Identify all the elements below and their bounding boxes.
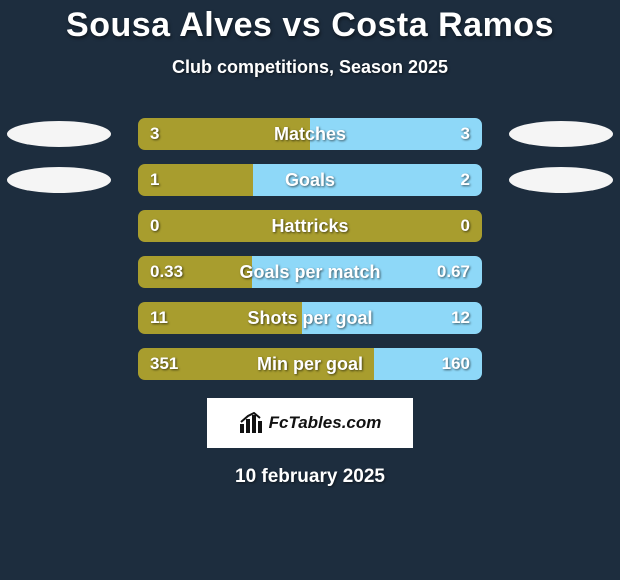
- team-badge-right: [509, 167, 613, 193]
- stat-value-right: 0.67: [437, 256, 470, 288]
- stat-value-left: 0: [150, 210, 159, 242]
- page-title: Sousa Alves vs Costa Ramos: [0, 6, 620, 45]
- stat-bar-right: [310, 118, 482, 150]
- stat-row: Goals per match0.330.67: [0, 256, 620, 288]
- stat-value-left: 1: [150, 164, 159, 196]
- team-badge-right: [509, 121, 613, 147]
- brand-text: FcTables.com: [269, 413, 382, 433]
- stat-row: Matches33: [0, 118, 620, 150]
- stat-value-right: 12: [451, 302, 470, 334]
- stat-row: Min per goal351160: [0, 348, 620, 380]
- stat-bar-left: [138, 210, 482, 242]
- team-badge-left: [7, 167, 111, 193]
- stat-value-left: 3: [150, 118, 159, 150]
- stat-value-right: 0: [461, 210, 470, 242]
- stat-bar-right: [253, 164, 482, 196]
- team-badge-left: [7, 121, 111, 147]
- title-player1: Sousa Alves: [66, 6, 272, 44]
- stat-row: Hattricks00: [0, 210, 620, 242]
- stat-value-left: 0.33: [150, 256, 183, 288]
- title-player2: Costa Ramos: [331, 6, 554, 44]
- chart-icon: [239, 412, 263, 434]
- subtitle: Club competitions, Season 2025: [0, 57, 620, 78]
- title-vs: vs: [282, 6, 321, 44]
- footer-date: 10 february 2025: [0, 466, 620, 488]
- stat-bar: Matches33: [138, 118, 482, 150]
- stat-value-left: 11: [150, 302, 168, 334]
- stat-bar: Goals12: [138, 164, 482, 196]
- stat-row: Shots per goal1112: [0, 302, 620, 334]
- stat-bar: Min per goal351160: [138, 348, 482, 380]
- stat-bar: Hattricks00: [138, 210, 482, 242]
- stat-value-left: 351: [150, 348, 178, 380]
- stat-row: Goals12: [0, 164, 620, 196]
- brand-badge: FcTables.com: [207, 398, 413, 448]
- stat-value-right: 3: [461, 118, 470, 150]
- stat-bar: Goals per match0.330.67: [138, 256, 482, 288]
- stat-bar-left: [138, 118, 310, 150]
- stat-value-right: 160: [442, 348, 470, 380]
- stat-bar: Shots per goal1112: [138, 302, 482, 334]
- stat-value-right: 2: [461, 164, 470, 196]
